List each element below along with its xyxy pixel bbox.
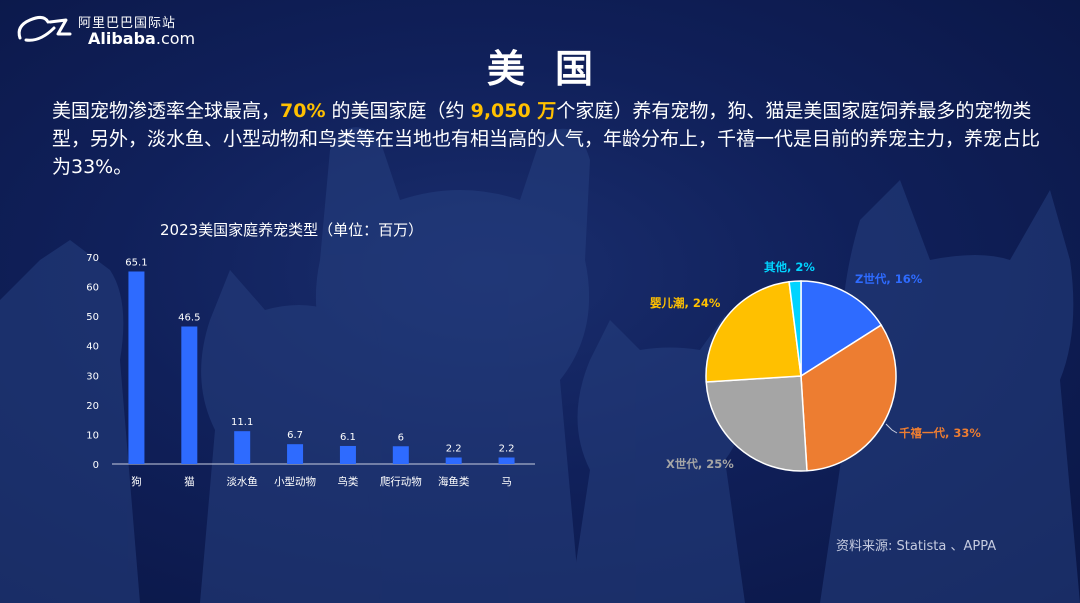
alibaba-logo: 阿里巴巴国际站 Alibaba.com (14, 10, 195, 50)
x-category-label: 海鱼类 (438, 475, 470, 488)
intro-highlight-penetration: 70% (280, 100, 326, 122)
bar (445, 457, 462, 464)
bar-value-label: 65.1 (125, 257, 147, 268)
source-note: 资料来源: Statista 、APPA (836, 539, 997, 554)
x-category-label: 小型动物 (274, 475, 316, 488)
y-tick-label: 40 (86, 342, 99, 353)
pie-slice-label: 婴儿潮, 24% (650, 296, 721, 310)
y-tick-label: 10 (86, 430, 99, 441)
x-category-label: 马 (501, 476, 512, 488)
intro-text-3: 个家庭）养有宠物，狗、猫是美国家庭饲养最多的宠物类型，另外，淡水鱼、小型动物和鸟… (52, 100, 1041, 178)
bar (287, 444, 304, 464)
pie-slice (800, 324, 897, 472)
y-tick-label: 20 (86, 401, 99, 412)
intro-highlight-households: 9,050 万 (470, 100, 557, 122)
bar (339, 445, 356, 464)
pie-slice (705, 375, 808, 472)
x-category-label: 猫 (184, 475, 195, 488)
pie-slice-label: 其他, 2% (764, 260, 815, 274)
bar-value-label: 6 (398, 432, 404, 443)
x-category-label: 鸟类 (337, 475, 358, 488)
intro-text-2: 的美国家庭（约 (325, 100, 471, 122)
pie-slice (705, 280, 802, 383)
pie-leader-line (885, 423, 898, 434)
page-title: 美国 (486, 47, 623, 91)
bar-value-label: 6.1 (340, 432, 356, 443)
y-tick-label: 50 (86, 312, 99, 323)
pie-slice (788, 280, 802, 377)
alibaba-logo-icon (17, 15, 72, 42)
logo-text-cn: 阿里巴巴国际站 (78, 16, 177, 31)
y-tick-label: 70 (86, 253, 99, 264)
y-tick-label: 0 (93, 460, 99, 471)
bar-chart-title: 2023美国家庭养宠类型（单位：百万） (160, 221, 424, 239)
x-category-label: 狗 (131, 475, 142, 488)
intro-text-1: 美国宠物渗透率全球最高， (52, 100, 281, 122)
bar (181, 326, 198, 464)
logo-suffix: .com (155, 29, 196, 48)
x-category-label: 爬行动物 (380, 475, 422, 488)
y-tick-label: 30 (86, 371, 99, 382)
bar (392, 446, 409, 464)
y-tick-label: 60 (86, 283, 99, 294)
bar-value-label: 6.7 (287, 430, 303, 441)
pie-slice (800, 280, 883, 378)
bar (498, 457, 515, 464)
x-category-label: 淡水鱼 (226, 475, 258, 488)
logo-text-en: Alibaba.com (88, 29, 195, 48)
bar-value-label: 46.5 (178, 312, 200, 323)
bar-value-label: 11.1 (231, 417, 253, 428)
bar-value-label: 2.2 (499, 443, 515, 454)
bar-value-label: 2.2 (446, 443, 462, 454)
bar (234, 431, 251, 464)
pie-slice-label: 千禧一代, 33% (899, 426, 981, 440)
intro-paragraph: 美国宠物渗透率全球最高，70% 的美国家庭（约 9,050 万个家庭）养有宠物，… (52, 97, 1052, 181)
pie-slice-label: X世代, 25% (666, 457, 734, 471)
pie-slice-label: Z世代, 16% (855, 272, 923, 286)
bar (128, 271, 145, 464)
logo-name: Alibaba (88, 29, 156, 48)
